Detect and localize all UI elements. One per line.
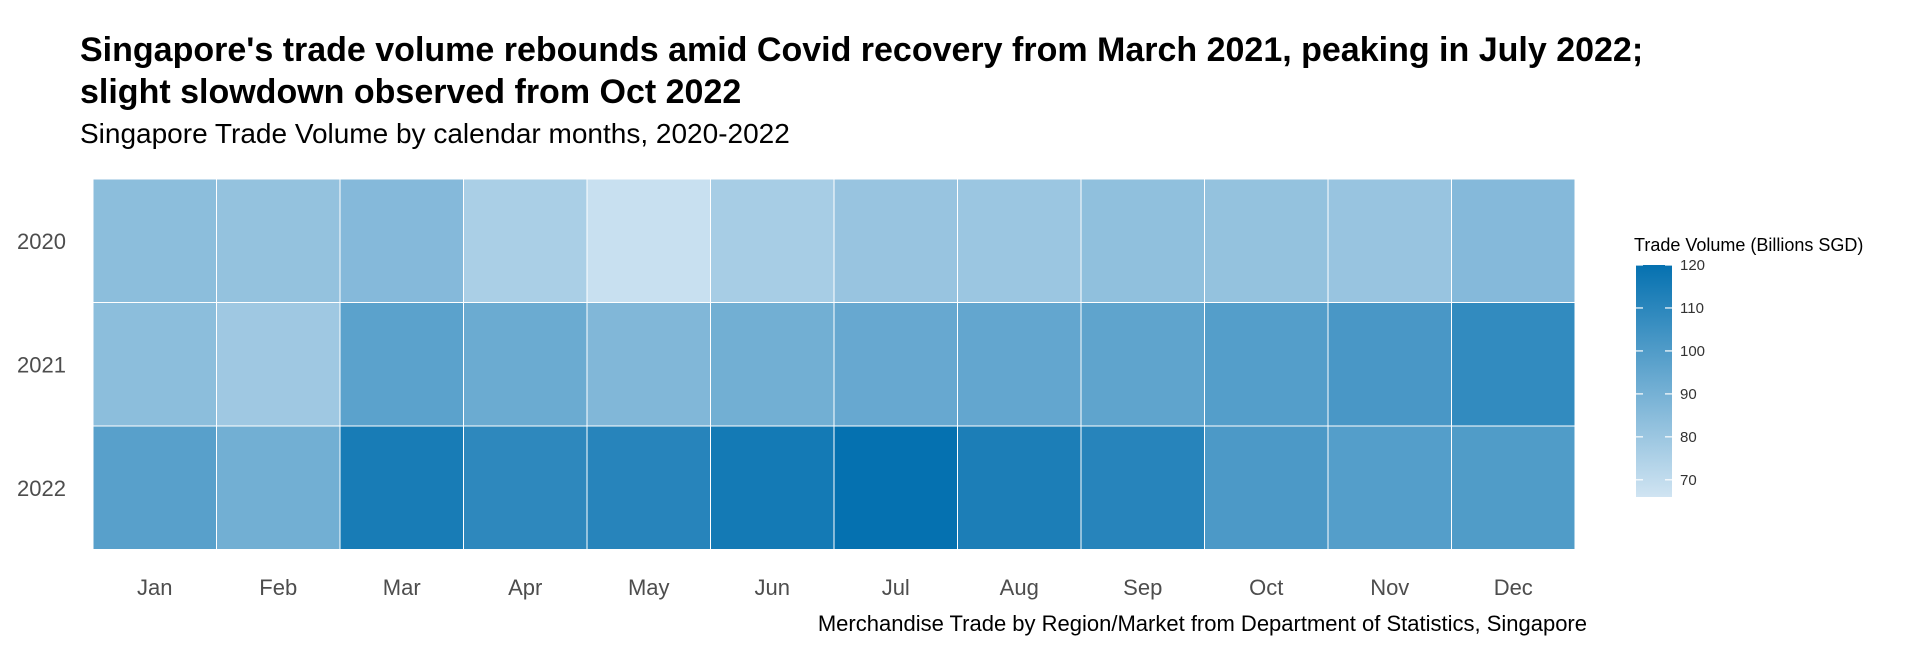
heatmap-tile-2022-apr [463,425,588,550]
legend-tick-label-110: 110 [1680,300,1704,317]
x-tick-label-mar: Mar [383,575,421,600]
heatmap-tile-2020-sep [1080,178,1205,303]
heatmap-tile-2022-nov [1327,425,1452,550]
heatmap-tile-2020-aug [957,178,1082,303]
x-tick-label-apr: Apr [508,575,542,600]
heatmap-tile-2021-jan [92,302,217,427]
chart-subtitle: Singapore Trade Volume by calendar month… [80,118,790,149]
legend-tick-label-80: 80 [1680,429,1697,446]
legend-tick-label-70: 70 [1680,472,1697,489]
x-tick-label-dec: Dec [1494,575,1533,600]
heatmap-tile-2021-dec [1451,302,1576,427]
heatmap-tile-2022-jul [833,425,958,550]
heatmap-tile-2020-jul [833,178,958,303]
heatmap-tile-2021-sep [1080,302,1205,427]
x-tick-label-jul: Jul [882,575,910,600]
heatmap-tile-2021-nov [1327,302,1452,427]
heatmap-tile-2021-oct [1204,302,1329,427]
y-tick-label-2022: 2022 [17,476,66,501]
heatmap-tile-2022-oct [1204,425,1329,550]
heatmap-tile-2021-feb [216,302,341,427]
x-tick-label-feb: Feb [259,575,297,600]
heatmap-tile-2022-jan [92,425,217,550]
y-tick-label-2021: 2021 [17,352,66,377]
heatmap-tile-2021-apr [463,302,588,427]
x-tick-label-oct: Oct [1249,575,1283,600]
heatmap-tile-2021-jun [710,302,835,427]
heatmap-tile-2020-mar [339,178,464,303]
x-tick-label-aug: Aug [1000,575,1039,600]
y-tick-label-2020: 2020 [17,229,66,254]
heatmap-tiles [92,178,1576,550]
x-tick-label-sep: Sep [1123,575,1162,600]
chart-title-line-1: Singapore's trade volume rebounds amid C… [80,31,1644,69]
heatmap-tile-2022-sep [1080,425,1205,550]
x-tick-label-jan: Jan [137,575,172,600]
legend-title: Trade Volume (Billions SGD) [1634,235,1864,255]
heatmap-tile-2022-mar [339,425,464,550]
heatmap-tile-2020-oct [1204,178,1329,303]
legend: 70 80 90 100 110 120 [1636,257,1705,497]
heatmap-tile-2022-may [586,425,711,550]
legend-tick-label-90: 90 [1680,386,1697,403]
legend-tick-label-120: 120 [1680,257,1705,274]
heatmap-tile-2020-jun [710,178,835,303]
heatmap-tile-2022-feb [216,425,341,550]
chart-caption: Merchandise Trade by Region/Market from … [817,611,1587,636]
legend-colorbar [1636,265,1672,497]
heatmap-tile-2020-jan [92,178,217,303]
heatmap-tile-2022-jun [710,425,835,550]
y-axis-labels: 2020 2021 2022 [17,229,66,501]
heatmap-tile-2020-nov [1327,178,1452,303]
x-tick-label-jun: Jun [755,575,790,600]
legend-tick-label-100: 100 [1680,343,1705,360]
heatmap-tile-2021-jul [833,302,958,427]
legend-ticks: 70 80 90 100 110 120 [1636,257,1705,489]
heatmap-tile-2021-mar [339,302,464,427]
x-axis-labels: Jan Feb Mar Apr May Jun Jul Aug Sep Oct Nov Dec [137,575,1533,600]
chart-title-line-2: slight slowdown observed from Oct 2022 [80,73,742,111]
heatmap-tile-2021-aug [957,302,1082,427]
heatmap-tile-2020-apr [463,178,588,303]
heatmap-tile-2020-may [586,178,711,303]
heatmap-tile-2020-dec [1451,178,1576,303]
heatmap-tile-2022-dec [1451,425,1576,550]
x-tick-label-nov: Nov [1370,575,1409,600]
x-tick-label-may: May [628,575,670,600]
heatmap-tile-2022-aug [957,425,1082,550]
heatmap-tile-2021-may [586,302,711,427]
heatmap-tile-2020-feb [216,178,341,303]
